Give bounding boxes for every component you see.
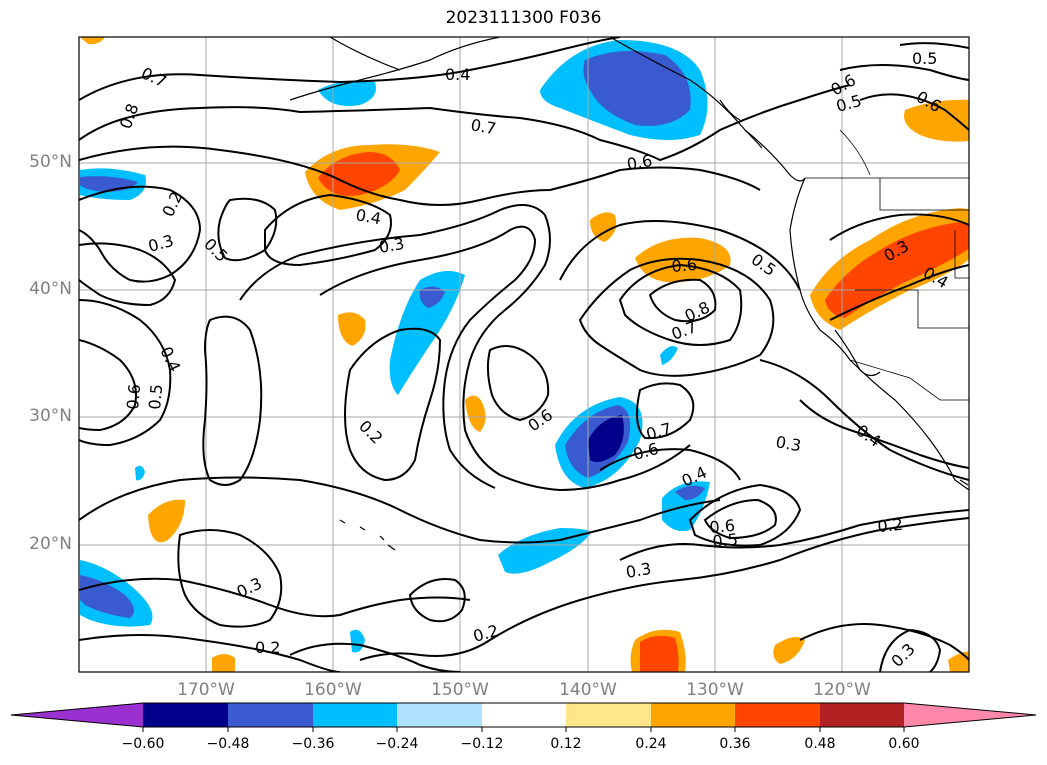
contour-label: 0.6 (625, 151, 653, 174)
contour-label: 0.6 (123, 383, 144, 410)
positive-anomaly-shading (80, 37, 969, 672)
lon-label: 130°W (686, 680, 744, 700)
lon-label: 170°W (177, 680, 235, 700)
colorbar-tick-label: 0.48 (804, 736, 836, 752)
colorbar-segment (566, 703, 651, 727)
colorbar-tick-label: 0.12 (550, 736, 582, 752)
colorbar (10, 702, 1037, 732)
colorbar-segment (482, 703, 566, 727)
negative-anomaly-shading (80, 40, 710, 653)
colorbar-segment (397, 703, 482, 727)
contour-label: 0.7 (469, 115, 497, 138)
lon-label: 160°W (304, 680, 362, 700)
colorbar-tick-label: −0.12 (460, 736, 504, 752)
colorbar-segment (651, 703, 735, 727)
colorbar-tick-label: 0.24 (635, 736, 667, 752)
map-title: 2023111300 F036 (445, 8, 602, 28)
contour-label: 0.2 (877, 515, 904, 536)
contour-label: 0.6 (671, 255, 698, 276)
colorbar-segment (313, 703, 397, 727)
contour-label: 0.3 (935, 0, 960, 19)
colorbar-tick-label: −0.48 (206, 736, 250, 752)
graticule (79, 37, 969, 672)
contour-label: 0.4 (445, 65, 470, 84)
lon-label: 140°W (559, 680, 617, 700)
colorbar-tick-label: −0.60 (121, 736, 165, 752)
colorbar-tick-label: −0.24 (375, 736, 419, 752)
lat-label: 20°N (29, 534, 72, 554)
colorbar-segment (735, 703, 820, 727)
colorbar-segment (820, 703, 904, 727)
contour-label: 0.6 (709, 516, 736, 537)
contour-label: 0.3 (624, 559, 652, 582)
political-borders (805, 129, 969, 401)
map-frame (78, 36, 970, 673)
map-panel (79, 37, 969, 672)
contour-label: 0.2 (255, 638, 280, 657)
colorbar-tick-label: −0.36 (291, 736, 335, 752)
lat-label: 40°N (29, 279, 72, 299)
contour-lines (79, 37, 969, 672)
colorbar-ticks (142, 727, 905, 732)
contour-label: 0.3 (774, 432, 802, 455)
contour-label: 0.3 (377, 234, 405, 257)
lon-label: 150°W (431, 680, 489, 700)
colorbar-tick-label: 0.60 (888, 736, 920, 752)
colorbar-segment (143, 703, 228, 727)
lat-label: 30°N (29, 406, 72, 426)
colorbar-tick-label: 0.36 (719, 736, 751, 752)
contour-label: 0.5 (145, 383, 166, 410)
contour-label: 0.5 (912, 49, 937, 68)
colorbar-under-arrow (11, 703, 143, 727)
lon-label: 120°W (813, 680, 871, 700)
lat-label: 50°N (29, 152, 72, 172)
colorbar-segment (228, 703, 313, 727)
colorbar-over-arrow (904, 703, 1036, 727)
coastlines (289, 37, 969, 551)
contour-label: 0.5 (712, 530, 739, 551)
contour-label: 0.4 (354, 205, 382, 228)
